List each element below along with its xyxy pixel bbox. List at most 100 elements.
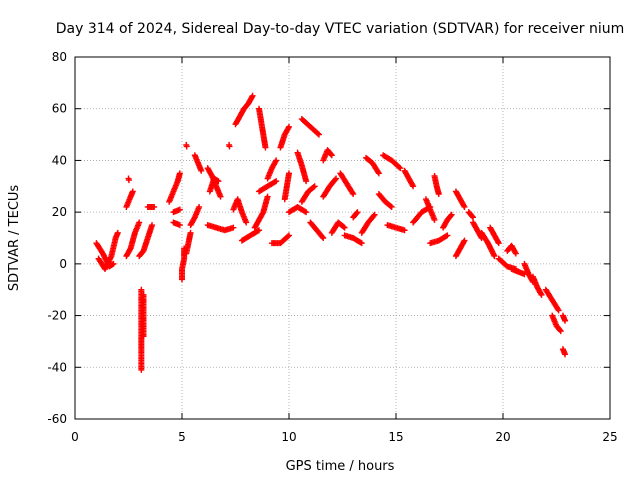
data-point-665	[333, 175, 340, 182]
data-point-82	[136, 219, 143, 226]
data-point-635	[319, 233, 326, 240]
data-point-791	[401, 227, 408, 234]
data-point-406	[248, 94, 255, 101]
data-point-338	[215, 178, 222, 185]
data-point-502	[272, 158, 279, 165]
data-point-731	[375, 169, 382, 176]
data-point-711	[358, 240, 365, 247]
data-point-636	[320, 235, 327, 241]
data-point-303	[198, 167, 205, 174]
data-point-761	[387, 203, 394, 210]
x-tick-label-1: 5	[178, 430, 186, 444]
data-point-462	[259, 210, 266, 217]
x-axis-label: GPS time / hours	[286, 459, 395, 474]
data-point-849	[443, 233, 450, 240]
data-point-407	[249, 92, 256, 99]
data-point-604	[311, 183, 318, 190]
data-point-620	[314, 130, 321, 137]
grid-lines	[75, 57, 610, 419]
data-point-679	[340, 223, 347, 230]
data-point-422	[256, 227, 263, 234]
data-point-889	[461, 203, 468, 210]
data-point-357	[230, 224, 237, 231]
data-point-383	[243, 219, 250, 226]
data-point-902	[461, 237, 468, 244]
y-tick-label-6: 60	[52, 102, 67, 116]
x-tick-label-0: 0	[71, 430, 79, 444]
data-point-359	[226, 143, 233, 150]
data-point-1036	[555, 307, 562, 314]
data-point-324	[217, 193, 224, 200]
data-point-710	[357, 239, 364, 246]
data-point-474	[264, 193, 271, 200]
data-point-568	[303, 209, 310, 216]
y-tick-label-4: 20	[52, 205, 67, 219]
data-point-953	[495, 240, 502, 247]
chart-title: Day 314 of 2024, Sidereal Day-to-day VTE…	[56, 21, 625, 37]
data-point-94	[129, 188, 136, 195]
data-point-1054	[562, 317, 569, 324]
data-point-533	[285, 125, 292, 132]
data-point-664	[332, 176, 339, 183]
data-point-778	[397, 165, 404, 172]
data-point-291	[196, 203, 203, 210]
data-point-96	[125, 177, 132, 184]
data-point-450	[262, 144, 269, 151]
data-point-920	[469, 213, 476, 220]
data-point-747	[370, 212, 377, 219]
data-point-120	[149, 222, 156, 229]
x-tick-label-3: 15	[388, 430, 403, 444]
data-point-503	[273, 157, 280, 164]
data-point-277	[183, 143, 190, 150]
data-point-589	[303, 178, 310, 185]
data-point-1035	[554, 306, 561, 313]
data-point-57	[114, 229, 121, 236]
data-point-275	[187, 229, 194, 236]
data-point-1059	[562, 351, 569, 358]
y-tick-label-5: 40	[52, 153, 67, 167]
data-point-1018	[537, 290, 544, 297]
data-point-777	[396, 164, 403, 171]
data-point-952	[495, 238, 502, 245]
data-point-648	[327, 151, 334, 158]
data-point-850	[444, 232, 451, 239]
data-point-864	[435, 191, 442, 198]
data-point-875	[447, 212, 454, 219]
data-point-888	[460, 202, 467, 209]
data-point-553	[286, 170, 292, 177]
data-point-717	[354, 209, 361, 216]
data-points	[93, 92, 569, 373]
data-point-940	[491, 253, 498, 260]
data-point-836	[431, 216, 438, 223]
data-point-803	[409, 181, 416, 188]
data-point-489	[273, 178, 280, 185]
data-point-205	[140, 333, 147, 340]
data-point-63	[126, 246, 133, 253]
data-point-696	[349, 189, 356, 196]
data-point-980	[512, 250, 519, 257]
x-tick-label-2: 10	[281, 430, 296, 444]
data-point-732	[375, 170, 382, 177]
y-tick-label-7: 80	[52, 50, 67, 64]
data-point-649	[328, 152, 335, 159]
y-tick-label-3: 0	[59, 257, 67, 271]
data-point-211	[176, 222, 183, 229]
x-tick-label-5: 25	[602, 430, 617, 444]
x-tick-label-4: 20	[495, 430, 510, 444]
data-point-762	[388, 203, 395, 210]
data-point-567	[301, 208, 308, 215]
data-point-748	[371, 211, 378, 218]
data-point-901	[460, 238, 467, 245]
data-point-697	[350, 191, 357, 198]
data-point-518	[286, 232, 292, 239]
data-point-488	[271, 178, 278, 185]
data-point-126	[151, 203, 158, 210]
data-point-716	[353, 210, 360, 217]
data-point-178	[138, 366, 145, 373]
data-point-979	[512, 249, 519, 256]
y-tick-label-1: -40	[47, 360, 67, 374]
y-axis-label: SDTVAR / TECUs	[7, 185, 22, 292]
data-point-1049	[557, 328, 564, 335]
data-point-421	[254, 227, 261, 234]
